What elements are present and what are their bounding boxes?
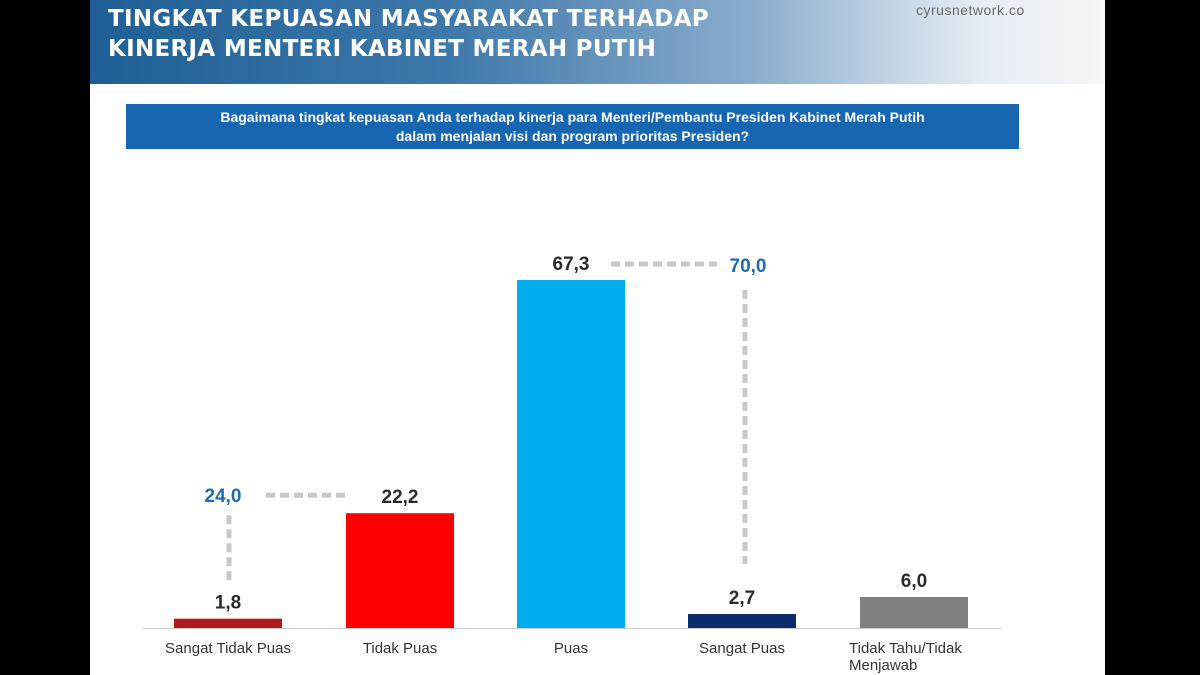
source-label: cyrusnetwork.co: [916, 2, 1025, 18]
bar-sangat-puas: [688, 614, 796, 628]
chart-panel: TINGKAT KEPUASAN MASYARAKAT TERHADAP KIN…: [90, 0, 1105, 675]
survey-question-line-1: Bagaimana tingkat kepuasan Anda terhadap…: [220, 108, 925, 125]
category-label-tidak-puas: Tidak Puas: [362, 640, 438, 657]
category-label-sangat-tidak-puas: Sangat Tidak Puas: [165, 640, 291, 657]
survey-question-line-2: dalam menjalan visi dan program priorita…: [395, 127, 750, 144]
value-label-sangat-puas: 2,7: [729, 588, 755, 609]
aggregate-label-dissatisfied: 24,0: [205, 486, 242, 507]
bar-tidak-tahu-tidak-menjawab: [860, 596, 968, 628]
bar-puas: [517, 280, 625, 628]
category-label-tidak-tahu-tidak-menjawab: Tidak Tahu/Tidak Menjawab: [849, 640, 962, 674]
value-label-tidak-tahu-tidak-menjawab: 6,0: [901, 571, 927, 592]
bar-tidak-puas: [346, 513, 454, 628]
chart-title-line-1: TINGKAT KEPUASAN MASYARAKAT TERHADAP: [108, 6, 709, 32]
category-label-puas: Puas: [553, 640, 589, 657]
value-label-tidak-puas: 22,2: [382, 487, 419, 508]
value-label-sangat-tidak-puas: 1,8: [215, 593, 241, 614]
value-label-puas: 67,3: [553, 254, 590, 275]
bar-chart: 1,8 22,2 67,3 2,7 6,0 24,0 70,0: [142, 254, 1002, 629]
header-band: TINGKAT KEPUASAN MASYARAKAT TERHADAP KIN…: [90, 0, 1105, 84]
category-label-sangat-puas: Sangat Puas: [699, 640, 785, 657]
chart-title-line-2: KINERJA MENTERI KABINET MERAH PUTIH: [108, 36, 657, 62]
bar-sangat-tidak-puas: [174, 618, 282, 628]
aggregate-label-satisfied: 70,0: [730, 256, 767, 277]
survey-question-box: Bagaimana tingkat kepuasan Anda terhadap…: [126, 104, 1019, 149]
